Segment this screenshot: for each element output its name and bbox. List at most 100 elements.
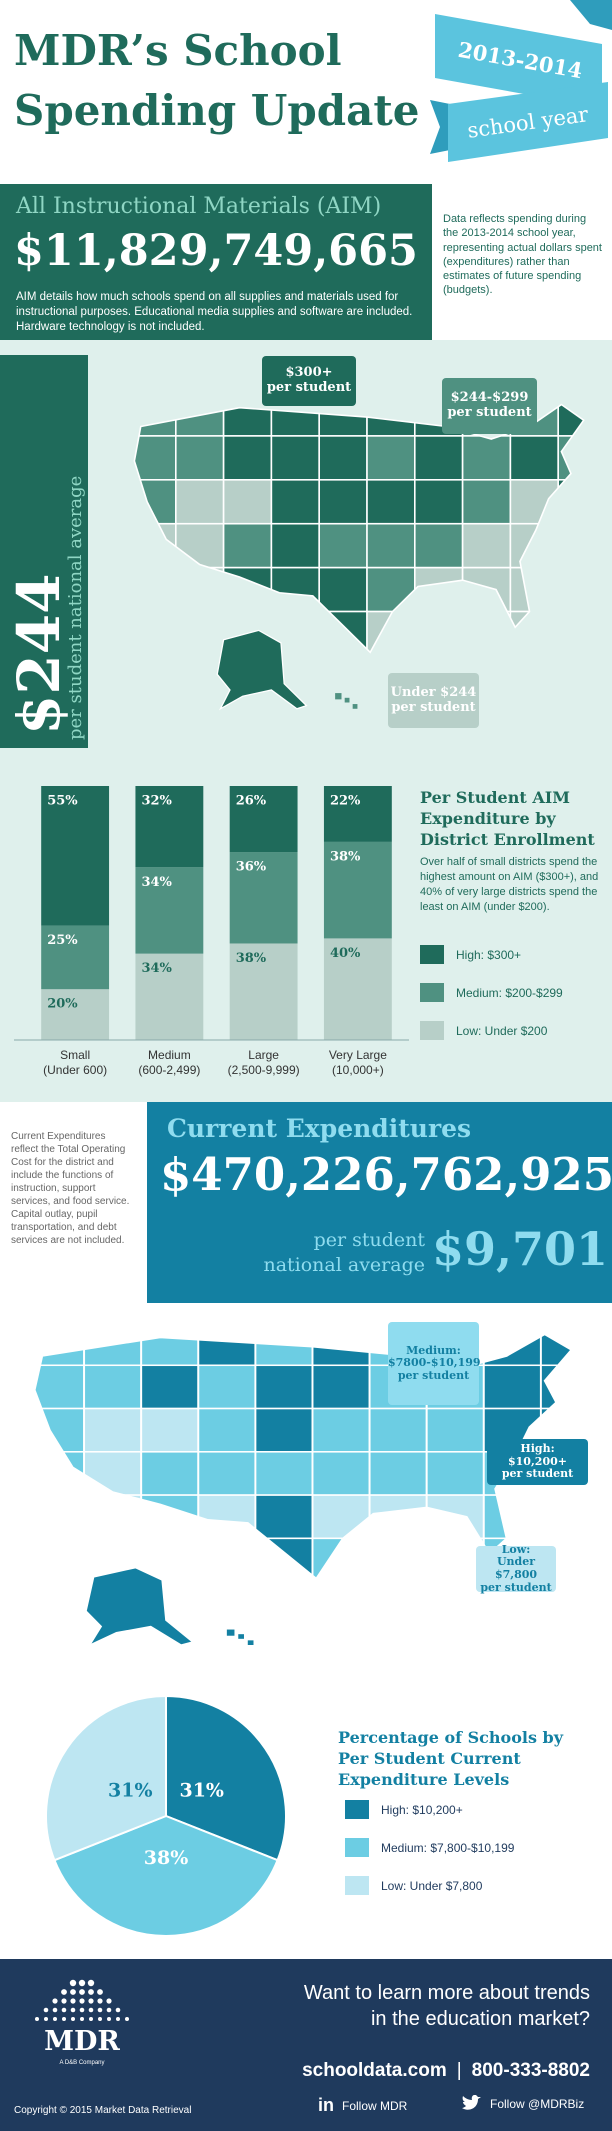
website[interactable]: schooldata.com <box>302 2060 447 2081</box>
legend-label: High: $300+ <box>456 947 522 962</box>
bar-segment <box>229 786 298 853</box>
state <box>83 1494 143 1540</box>
state <box>557 479 584 525</box>
pie-slice <box>165 1694 287 1862</box>
average-panel <box>0 355 88 748</box>
logo-dot <box>88 1989 94 1995</box>
state <box>368 1537 428 1579</box>
callout-range: Medium: <box>406 1343 461 1357</box>
current-panel <box>147 1102 612 1303</box>
twitter-link[interactable]: Follow @MDRBiz <box>460 2095 584 2113</box>
state <box>270 522 320 569</box>
callout-unit: per student <box>501 1467 574 1481</box>
state <box>414 610 464 653</box>
map-callout: High: $10,200+ per student <box>487 1439 588 1485</box>
logo-dot <box>69 1979 77 1987</box>
x-tick-detail: (600-2,499) <box>138 1063 200 1077</box>
legend-entry: Medium: $7,800-$10,199 <box>345 1838 514 1857</box>
current-title: Current Expenditures <box>167 1114 472 1143</box>
state <box>197 1364 257 1410</box>
legend-label: Low: Under $7,800 <box>381 1878 483 1893</box>
bar-segment <box>323 786 392 842</box>
logo-dot <box>97 1998 103 2004</box>
state <box>318 479 368 525</box>
state <box>482 1334 542 1367</box>
state <box>539 1494 572 1540</box>
state <box>318 522 368 569</box>
legend-entry: Low: Under $7,800 <box>345 1876 482 1895</box>
value-label: 36% <box>236 860 267 875</box>
state <box>175 435 225 481</box>
state <box>34 1451 86 1496</box>
legend-swatch <box>420 983 444 1002</box>
legend-entry: Medium: $200-$299 <box>420 983 563 1002</box>
footer <box>0 1959 612 2131</box>
state <box>311 1537 371 1579</box>
footer-question: Want to learn more about trends in the e… <box>304 1980 590 2032</box>
average-label: $244 per student national average <box>5 476 86 740</box>
callout-unit: per student <box>447 405 532 420</box>
state <box>461 522 512 569</box>
hawaii <box>352 704 358 709</box>
ribbon-fold <box>570 0 612 30</box>
bar-segment <box>229 852 298 944</box>
logo-dot <box>61 1989 67 1995</box>
legend-label: Medium: $200-$299 <box>456 985 563 1000</box>
state <box>482 1494 542 1540</box>
state <box>318 610 368 653</box>
map-callout: $244-$299 per student <box>442 378 537 434</box>
state <box>366 435 416 481</box>
state <box>175 566 225 613</box>
linkedin-icon: in <box>318 2095 334 2115</box>
state <box>368 1407 428 1453</box>
state <box>425 1407 485 1453</box>
state <box>34 1364 86 1410</box>
linkedin-link[interactable]: in Follow MDR <box>318 2095 407 2116</box>
aim-title: All Instructional Materials (AIM) <box>16 194 382 219</box>
state <box>34 1494 86 1540</box>
bar-segment <box>135 867 204 954</box>
state <box>311 1451 371 1496</box>
logo-dot <box>79 1989 85 1995</box>
logo-dot <box>44 2017 48 2021</box>
callout-unit: per student <box>391 699 476 715</box>
legend-entry: Low: Under $200 <box>420 1021 547 1040</box>
state <box>83 1407 143 1453</box>
state <box>461 610 512 653</box>
logo-dot <box>106 1998 112 2004</box>
ribbon-band <box>448 82 608 162</box>
logo-dot <box>79 1998 85 2004</box>
ribbon-fold <box>430 100 450 154</box>
logo-tagline: A D&B Company <box>59 2060 105 2066</box>
callout-unit: per student <box>266 380 352 395</box>
state <box>83 1451 143 1496</box>
logo-dot <box>106 2007 112 2013</box>
logo-dot <box>78 1979 86 1987</box>
phone[interactable]: 800-333-8802 <box>471 2060 590 2081</box>
map-callout: Medium: $7800-$10,199 per student <box>388 1322 481 1405</box>
logo-dot <box>88 2007 94 2013</box>
state <box>270 435 320 481</box>
legend-swatch <box>345 1876 369 1895</box>
title-line: Spending Update <box>14 86 420 135</box>
value-label: 34% <box>141 961 172 976</box>
bar-segment <box>41 989 110 1040</box>
value-label: 26% <box>236 794 267 809</box>
legend-entry: High: $10,200+ <box>345 1800 463 1819</box>
logo-dot <box>97 2007 103 2013</box>
logo-dot <box>116 2017 120 2021</box>
state <box>197 1537 257 1579</box>
state <box>557 435 584 481</box>
state <box>197 1334 257 1367</box>
x-tick-label: Small <box>60 1048 90 1062</box>
state <box>557 522 584 569</box>
value-label: 32% <box>141 794 172 809</box>
x-tick-label: Very Large <box>329 1048 387 1062</box>
chart-title: Per Student AIM Expenditure by District … <box>420 788 595 849</box>
legend-swatch <box>345 1800 369 1819</box>
logo-dot <box>87 1979 95 1987</box>
callout-detail: Under $7,800 <box>494 1555 538 1581</box>
logo-dot <box>125 2017 129 2021</box>
hawaii <box>335 693 342 700</box>
bar-segment <box>41 786 110 926</box>
